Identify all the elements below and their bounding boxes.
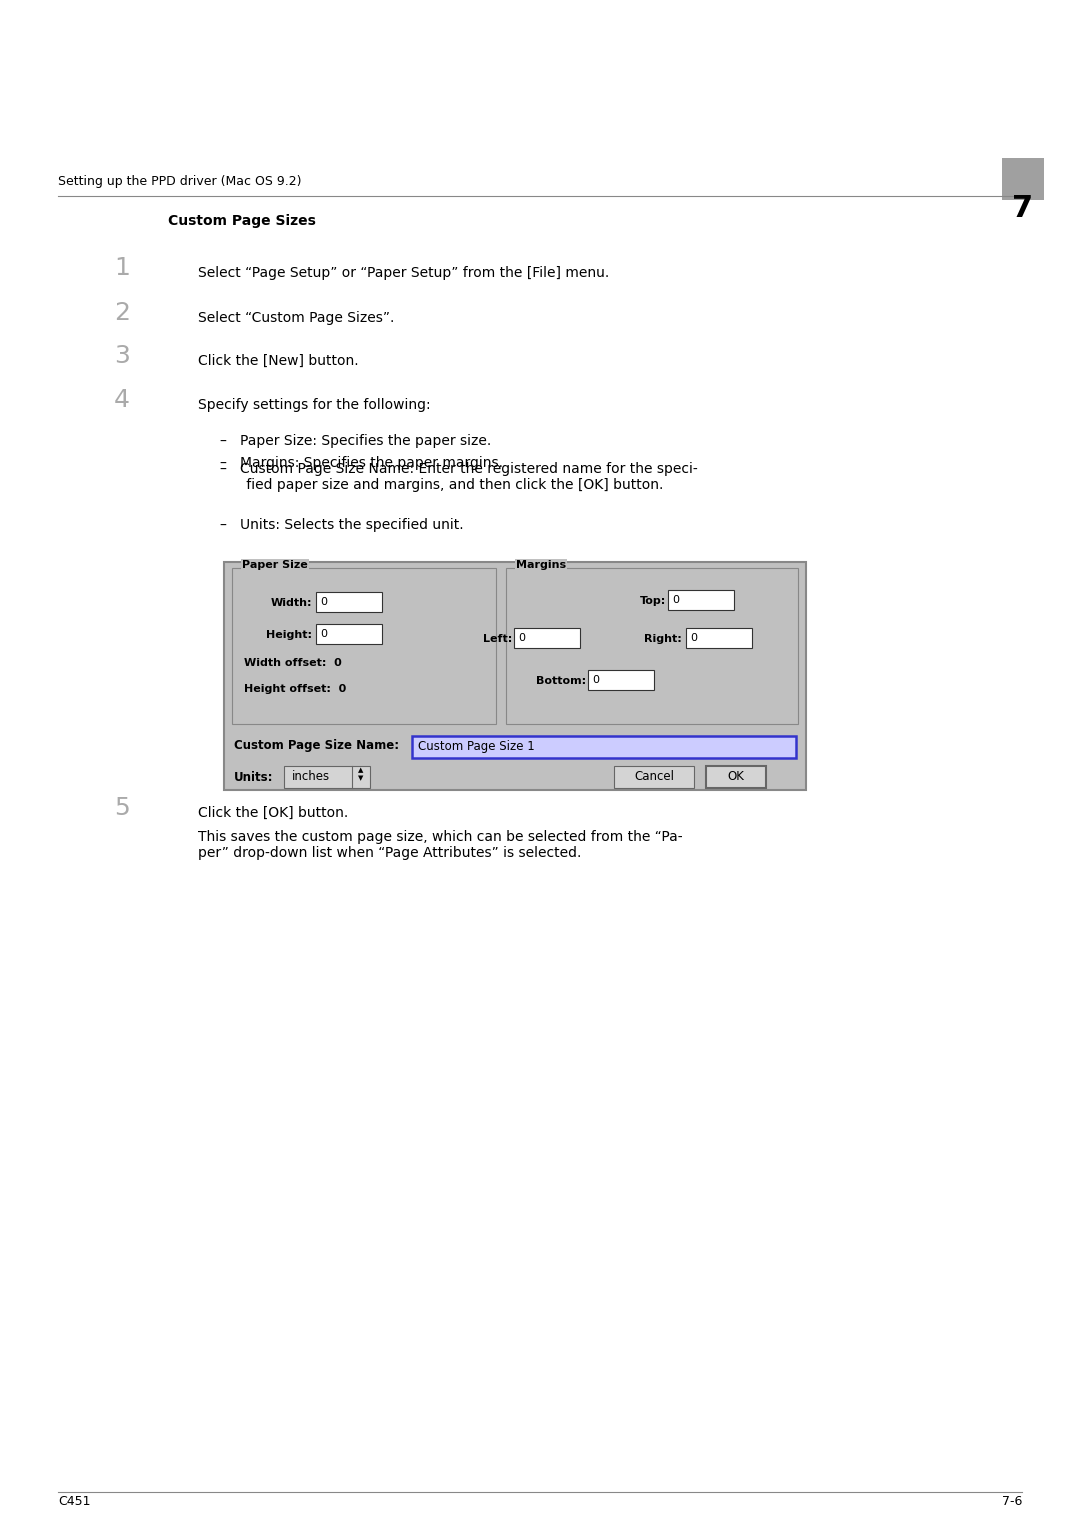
Text: Height:: Height:: [266, 631, 312, 640]
Text: Custom Page Sizes: Custom Page Sizes: [168, 214, 315, 228]
Text: Bottom:: Bottom:: [536, 676, 586, 686]
Text: Cancel: Cancel: [634, 770, 674, 783]
Text: inches: inches: [292, 770, 330, 783]
Bar: [284, 767, 370, 788]
Text: Margins: Margins: [516, 560, 566, 570]
Text: ▼: ▼: [359, 776, 364, 780]
Bar: [507, 568, 798, 724]
Bar: [224, 562, 806, 789]
Text: 4: 4: [114, 388, 130, 412]
Bar: [316, 592, 382, 612]
Text: Setting up the PPD driver (Mac OS 9.2): Setting up the PPD driver (Mac OS 9.2): [58, 176, 301, 188]
Text: 0: 0: [518, 634, 525, 643]
Bar: [588, 670, 654, 690]
Text: Left:: Left:: [483, 634, 512, 644]
Text: –   Paper Size: Specifies the paper size.: – Paper Size: Specifies the paper size.: [220, 434, 491, 447]
Text: 0: 0: [320, 597, 327, 608]
Text: Select “Page Setup” or “Paper Setup” from the [File] menu.: Select “Page Setup” or “Paper Setup” fro…: [198, 266, 609, 279]
Bar: [669, 589, 734, 609]
Text: 0: 0: [592, 675, 599, 686]
Bar: [1002, 157, 1044, 200]
Text: 7-6: 7-6: [1001, 1495, 1022, 1509]
Text: Click the [New] button.: Click the [New] button.: [198, 354, 359, 368]
Text: Top:: Top:: [639, 596, 666, 606]
Text: 1: 1: [114, 257, 130, 279]
Bar: [615, 767, 694, 788]
Text: Paper Size: Paper Size: [242, 560, 308, 570]
Text: Right:: Right:: [645, 634, 681, 644]
Text: Select “Custom Page Sizes”.: Select “Custom Page Sizes”.: [198, 312, 394, 325]
Text: –   Custom Page Size Name: Enter the registered name for the speci-
      fied p: – Custom Page Size Name: Enter the regis…: [220, 461, 698, 492]
Text: OK: OK: [728, 770, 744, 783]
Text: C451: C451: [58, 1495, 91, 1509]
Bar: [686, 628, 752, 647]
Bar: [514, 628, 580, 647]
Text: 3: 3: [114, 344, 130, 368]
Text: Units:: Units:: [234, 771, 273, 783]
Text: 2: 2: [114, 301, 130, 325]
Text: 0: 0: [320, 629, 327, 638]
Text: Custom Page Size 1: Custom Page Size 1: [418, 741, 535, 753]
Text: Height offset:  0: Height offset: 0: [244, 684, 347, 693]
Text: 0: 0: [690, 634, 697, 643]
Bar: [706, 767, 766, 788]
Text: 7: 7: [1012, 194, 1034, 223]
Text: Specify settings for the following:: Specify settings for the following:: [198, 399, 431, 412]
Bar: [316, 625, 382, 644]
Text: Click the [OK] button.: Click the [OK] button.: [198, 806, 348, 820]
Text: 0: 0: [672, 596, 679, 605]
Text: This saves the custom page size, which can be selected from the “Pa-
per” drop-d: This saves the custom page size, which c…: [198, 829, 683, 860]
Text: Custom Page Size Name:: Custom Page Size Name:: [234, 739, 400, 751]
Bar: [232, 568, 496, 724]
Text: –   Margins: Specifies the paper margins.: – Margins: Specifies the paper margins.: [220, 457, 503, 470]
Text: –   Units: Selects the specified unit.: – Units: Selects the specified unit.: [220, 518, 463, 531]
Text: Width offset:  0: Width offset: 0: [244, 658, 341, 667]
Text: 5: 5: [114, 796, 130, 820]
Text: Width:: Width:: [270, 599, 312, 608]
Bar: [411, 736, 796, 757]
Text: ▲: ▲: [359, 767, 364, 773]
